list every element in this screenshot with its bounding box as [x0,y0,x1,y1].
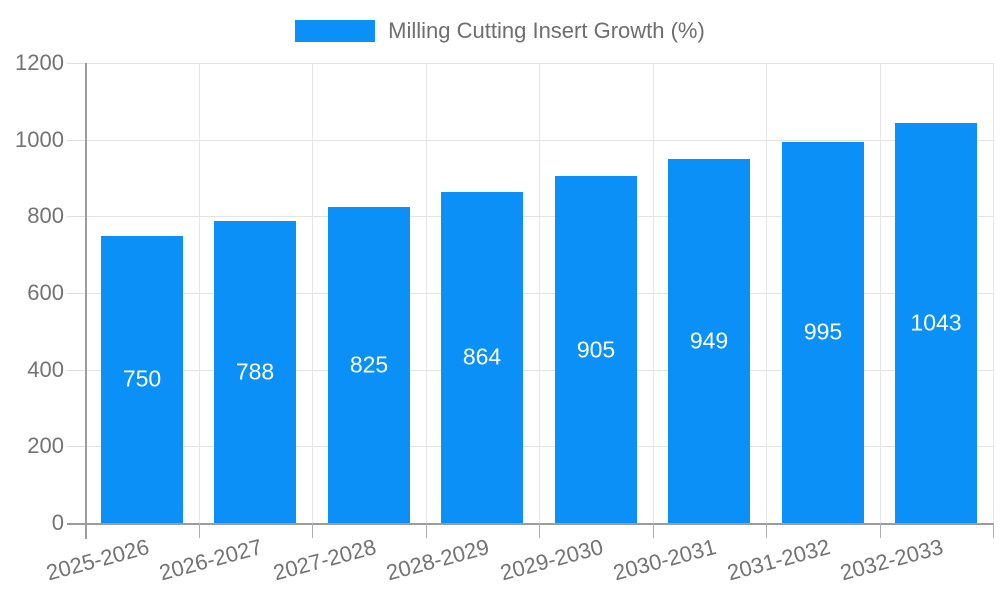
x-tick-label: 2028-2029 [383,534,492,586]
bar[interactable]: 864 [441,191,523,523]
y-axis-tick [67,446,85,448]
y-axis-tick [67,293,85,294]
y-tick-label: 600 [27,280,64,305]
bar-value-label: 1043 [910,309,962,336]
x-tick-label: 2030-2031 [610,534,719,586]
y-axis-tick [67,369,85,371]
x-tick-label: 2029-2030 [497,534,606,586]
bar-value-label: 905 [576,336,616,363]
y-tick-label: 0 [51,510,64,535]
bar-value-label: 750 [122,365,162,392]
legend-swatch[interactable] [295,20,376,42]
plot-area: 750 788 825 864 905 949 995 1043 [85,63,994,523]
x-axis-tick [425,523,427,538]
bar[interactable]: 825 [328,206,410,523]
x-tick-label: 2032-2033 [837,534,946,586]
bar-value-label: 995 [803,318,843,345]
x-axis-tick [539,523,540,538]
x-tick-label: 2027-2028 [270,534,379,586]
x-tick-label: 2025-2026 [43,534,152,586]
x-axis-tick [312,523,313,538]
bar[interactable]: 905 [555,176,637,523]
bar-value-label: 864 [462,343,502,370]
bar-value-label: 949 [689,327,729,354]
x-axis-tick [993,523,994,538]
bar[interactable]: 1043 [895,123,977,523]
y-tick-label: 1200 [15,50,64,75]
x-gridline [539,63,540,523]
x-axis-tick [879,523,881,538]
x-tick-label: 2031-2032 [724,534,833,586]
y-axis-line [85,63,87,539]
x-gridline [879,63,881,523]
bar[interactable]: 788 [214,220,296,523]
y-tick-label: 800 [27,203,64,229]
x-gridline [652,63,654,523]
x-axis-tick [652,523,654,538]
y-tick-label: 200 [27,433,64,459]
y-axis-tick [67,216,85,218]
x-gridline [198,63,200,523]
chart-legend: Milling Cutting Insert Growth (%) [0,18,1000,44]
y-tick-label: 1000 [15,126,64,152]
x-gridline [312,63,313,523]
y-tick-label: 400 [27,356,64,382]
x-axis-tick [766,523,767,538]
x-axis-tick [198,523,200,538]
y-axis-tick [67,63,85,64]
bar[interactable]: 750 [101,235,183,523]
x-gridline [993,63,994,523]
legend-label: Milling Cutting Insert Growth (%) [388,18,705,43]
x-gridline [766,63,767,523]
x-axis-line [67,523,993,525]
bar[interactable]: 949 [668,159,750,523]
bar-value-label: 825 [349,351,389,378]
bar-value-label: 788 [235,358,275,385]
x-gridline [425,63,427,523]
bar[interactable]: 995 [782,141,864,523]
y-axis-tick [67,139,85,141]
x-tick-label: 2026-2027 [156,534,265,586]
